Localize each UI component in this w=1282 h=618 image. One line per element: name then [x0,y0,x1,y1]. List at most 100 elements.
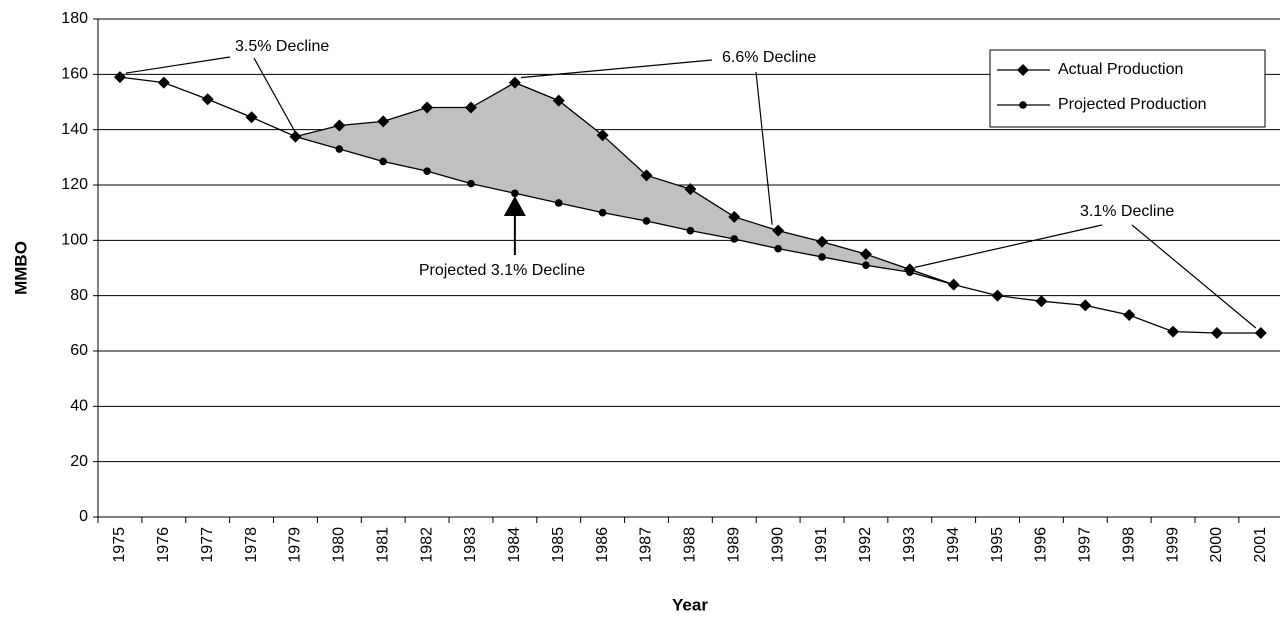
marker [291,132,300,141]
marker [905,268,914,276]
marker [596,129,609,142]
x-tick-label: 1995 [989,527,1006,563]
x-tick-label: 1985 [550,527,567,563]
marker [511,189,519,198]
x-tick-label: 2001 [1252,527,1269,563]
marker [598,208,607,217]
legend: Actual Production Projected Production [989,49,1266,128]
x-tick-label: 1982 [418,527,435,563]
x-tick-label: 1978 [243,527,260,563]
x-tick-label: 1996 [1033,527,1050,563]
marker [949,280,958,289]
x-tick-label: 1981 [374,527,391,563]
y-tick-label: 0 [79,508,88,525]
legend-box [989,49,1266,128]
marker [642,217,651,225]
marker [1210,327,1223,340]
x-tick-label: 1975 [111,527,128,563]
marker [467,179,475,188]
x-tick-label: 1990 [769,527,786,563]
y-tick-label: 180 [61,10,88,27]
y-axis-title: MMBO [11,241,30,295]
y-tick-label: 140 [61,121,88,138]
marker [554,199,563,207]
x-tick-label: 1977 [199,527,216,563]
x-tick-label: 1991 [813,527,830,563]
marker [377,115,390,128]
marker [772,224,785,237]
y-tick-label: 20 [70,453,88,470]
marker [335,145,344,153]
x-tick-label: 1988 [682,527,699,563]
marker [379,157,388,166]
marker [245,111,258,124]
marker [464,101,477,114]
y-tick-label: 160 [61,66,88,83]
marker [1167,325,1180,338]
x-tick-label: 1987 [638,527,655,563]
marker [818,253,826,261]
marker [333,119,346,132]
leader-line [253,57,296,133]
y-tick-label: 80 [70,287,88,304]
x-tick-label: 1994 [945,527,962,563]
legend-marker [1017,64,1029,76]
marker [423,167,431,175]
marker [201,93,214,106]
marker [1254,327,1267,340]
y-tick-label: 60 [70,342,88,359]
legend-label: Projected Production [1058,96,1207,113]
x-tick-label: 1984 [506,527,523,563]
marker [686,226,695,235]
x-axis-title: Year [672,595,708,614]
marker [774,244,782,253]
marker [1123,309,1136,322]
x-tick-label: 1976 [155,527,172,563]
leader-line [520,59,713,79]
leader-line [755,71,773,225]
legend-marker [1019,101,1027,109]
x-tick-label: 1986 [594,527,611,563]
marker [640,169,653,182]
x-tick-label: 2000 [1208,527,1225,563]
marker [508,76,521,89]
y-tick-label: 40 [70,398,88,415]
series-line [295,135,954,286]
marker [816,235,829,248]
marker [859,248,872,261]
marker [157,76,170,89]
leader-line [1131,224,1257,329]
x-tick-label: 1989 [725,527,742,563]
x-tick-label: 1997 [1077,527,1094,563]
leader-line [125,56,231,74]
marker [1079,299,1092,312]
x-tick-label: 1983 [462,527,479,563]
marker [728,210,741,223]
x-tick-label: 1980 [331,527,348,563]
annotation: Projected 3.1% Decline [419,262,585,279]
legend-label: Actual Production [1058,61,1183,78]
x-tick-label: 1979 [287,527,304,563]
x-tick-label: 1998 [1120,527,1137,563]
marker [862,261,870,270]
annotation: 3.5% Decline [235,38,329,55]
y-tick-label: 100 [61,232,88,249]
x-tick-label: 1992 [857,527,874,563]
marker [552,94,565,107]
x-tick-label: 1993 [901,527,918,563]
marker [1035,295,1048,308]
arrow-head [503,196,526,216]
marker [421,101,434,114]
annotation: 3.1% Decline [1080,203,1174,220]
marker [730,235,739,243]
annotation: 6.6% Decline [722,49,816,66]
marker [991,289,1004,302]
y-tick-label: 120 [61,176,88,193]
marker [684,183,697,196]
leader-line [914,224,1103,268]
marker [113,71,126,84]
x-tick-label: 1999 [1164,527,1181,563]
difference-area [295,82,954,285]
